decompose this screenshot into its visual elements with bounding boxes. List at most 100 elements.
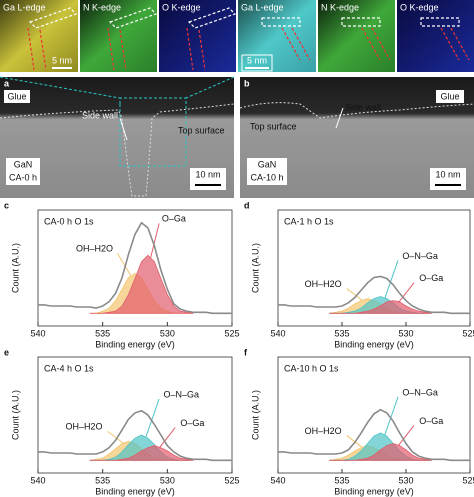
y-axis-label: Count (A.U.) <box>10 390 20 440</box>
panel-label: d <box>244 200 250 210</box>
series-label: O–N–Ga <box>402 387 438 397</box>
map-label: N K-edge <box>321 2 359 12</box>
plot-frame <box>37 209 233 327</box>
x-axis-label: Binding energy (eV) <box>95 486 175 496</box>
raw-spectrum <box>278 275 470 315</box>
charts: c CA-0 h O 1s Count (A.U.) Binding energy (… <box>4 200 474 496</box>
side-wall-label: Side wall <box>345 102 381 112</box>
map-ga <box>238 0 316 72</box>
leader <box>119 117 128 141</box>
leader-line <box>346 288 363 301</box>
sample-label: GaN <box>258 159 277 169</box>
label-box <box>4 90 30 103</box>
y-axis-label: Count (A.U.) <box>250 390 260 440</box>
x-tick-label: 540 <box>30 475 45 485</box>
series-label: OH–H2O <box>66 422 103 432</box>
map-label: O K-edge <box>162 2 201 12</box>
y-axis-label: Count (A.U.) <box>10 243 20 293</box>
map-label: O K-edge <box>400 2 439 12</box>
x-tick-label: 535 <box>95 328 110 338</box>
y-axis-label: Count (A.U.) <box>250 243 260 293</box>
eds-maps: Ga L-edge N K-edge O K-edge 5 nm Ga L-ed… <box>0 0 474 72</box>
leader-line <box>150 223 160 258</box>
component-area <box>329 443 432 461</box>
x-axis-label: Binding energy (eV) <box>334 339 414 349</box>
x-tick-label: 540 <box>270 475 285 485</box>
condition-label: CA-10 h <box>250 172 283 182</box>
map-ga <box>0 0 78 72</box>
map-label: N K-edge <box>83 2 121 12</box>
map-label: Ga L-edge <box>3 2 46 12</box>
map-n <box>318 0 395 72</box>
series-label: O–Ga <box>419 416 443 426</box>
outlines <box>27 7 470 71</box>
chart-title: CA-4 h O 1s <box>44 363 94 373</box>
series-label: OH–H2O <box>76 244 113 254</box>
raw-spectrum <box>38 221 232 315</box>
leader-line <box>145 398 160 438</box>
leader-line <box>384 260 399 299</box>
top-surface-label: Top surface <box>250 121 297 131</box>
panel-label: e <box>4 347 9 357</box>
condition-label: CA-0 h <box>9 172 37 182</box>
raw-spectrum <box>38 409 232 462</box>
chart-title: CA-1 h O 1s <box>284 216 334 226</box>
chart-title: CA-10 h O 1s <box>284 363 339 373</box>
plot-frame <box>277 209 471 327</box>
component-area <box>89 445 194 461</box>
x-tick-label: 530 <box>398 475 413 485</box>
panel-label: c <box>4 200 9 210</box>
x-tick-label: 525 <box>224 328 239 338</box>
x-tick-label: 530 <box>160 328 175 338</box>
label-box <box>247 158 287 185</box>
x-axis-label: Binding energy (eV) <box>334 486 414 496</box>
x-tick-label: 530 <box>398 328 413 338</box>
top-surface-label: Top surface <box>178 125 225 135</box>
x-axis-label: Binding energy (eV) <box>95 339 175 349</box>
scale-label: 5 nm <box>52 55 72 65</box>
leader <box>335 107 344 129</box>
series-label: O–Ga <box>180 418 204 428</box>
panel-label: a <box>4 78 10 88</box>
zoom-box <box>119 97 187 167</box>
boundary <box>239 102 474 119</box>
sample-label: GaN <box>14 159 33 169</box>
label-box <box>436 90 464 103</box>
side-wall-label: Side wall <box>82 110 118 120</box>
series-label: O–Ga <box>419 273 443 283</box>
boundary <box>0 103 235 197</box>
series-label: O–N–Ga <box>163 389 199 399</box>
scale-label: 10 nm <box>195 169 220 179</box>
series-label: O–N–Ga <box>402 251 438 261</box>
scale-label: 10 nm <box>435 169 460 179</box>
x-tick-label: 535 <box>334 328 349 338</box>
leader-line <box>107 430 124 444</box>
label-box <box>6 158 40 185</box>
series-label: O–Ga <box>162 214 186 224</box>
series-label: OH–H2O <box>305 279 342 289</box>
leader-line <box>384 396 399 436</box>
leader-line <box>398 282 415 303</box>
panel-label: b <box>244 78 250 88</box>
component-area <box>329 300 432 314</box>
x-tick-label: 535 <box>334 475 349 485</box>
x-tick-label: 535 <box>95 475 110 485</box>
x-tick-label: 525 <box>462 475 474 485</box>
x-tick-label: 540 <box>270 328 285 338</box>
x-tick-label: 525 <box>462 328 474 338</box>
raw-spectrum <box>278 408 470 462</box>
tem-a: a Glue Side wall Top surface GaN CA-0 h … <box>0 76 235 198</box>
plot-frame <box>37 356 233 474</box>
scale-box <box>241 54 273 72</box>
x-tick-label: 540 <box>30 328 45 338</box>
leader-line <box>159 427 176 448</box>
zoom-lines <box>0 76 235 99</box>
glue-label: Glue <box>7 91 26 101</box>
map-o <box>159 0 236 72</box>
leader-line <box>398 425 415 446</box>
map-n <box>80 0 157 72</box>
chart-title: CA-0 h O 1s <box>44 216 94 226</box>
component-area <box>89 254 194 314</box>
x-tick-label: 525 <box>224 475 239 485</box>
